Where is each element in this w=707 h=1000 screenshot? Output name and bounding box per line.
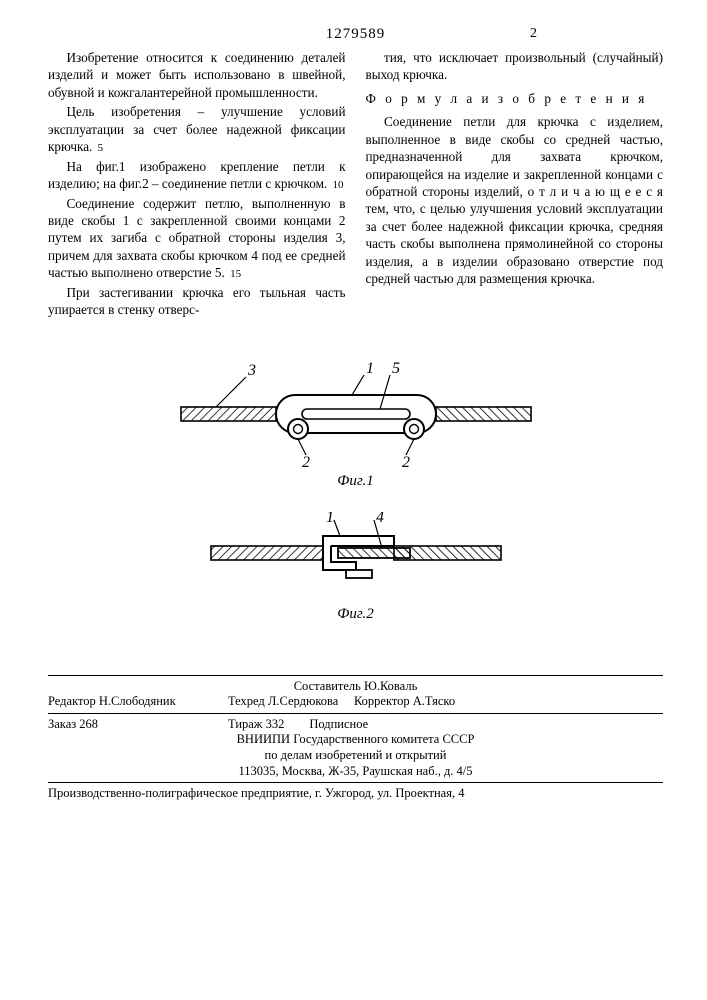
text-columns: Изобретение относится к соединению детал… [48, 49, 663, 321]
org-line-1: ВНИИПИ Государственного комитета СССР [48, 732, 663, 748]
order: Заказ 268 [48, 717, 228, 733]
figure-2: 1 4 [206, 512, 506, 602]
para-text: Соединение содержит петлю, выполненную в… [48, 196, 346, 281]
fig1-label-1: 1 [366, 360, 374, 377]
patent-number: 1279589 [48, 26, 663, 43]
margin-number: 5 [98, 142, 104, 154]
editor: Редактор Н.Слободяник [48, 694, 228, 710]
claim-text: Соединение петли для крючка с изделием, … [366, 113, 664, 287]
address: 113035, Москва, Ж-35, Раушская наб., д. … [48, 764, 663, 780]
para: Цель изобретения – улучшение условий экс… [48, 103, 346, 155]
divider [48, 713, 663, 714]
signed: Подписное [309, 717, 368, 731]
right-column: тия, что исключает произвольный (случайн… [366, 49, 664, 321]
para: Изобретение относится к соединению детал… [48, 49, 346, 101]
para: На фиг.1 изображено крепление петли к из… [48, 158, 346, 193]
figures-block: 3 1 5 2 2 Фиг.1 1 4 Фиг.2 [48, 359, 663, 623]
fig1-label-5: 5 [392, 360, 400, 377]
left-column: Изобретение относится к соединению детал… [48, 49, 346, 321]
fig1-caption: Фиг.1 [48, 473, 663, 490]
page-marker: 2 [530, 26, 537, 42]
divider [48, 675, 663, 676]
para: тия, что исключает произвольный (случайн… [366, 49, 664, 84]
figure-1: 3 1 5 2 2 [176, 359, 536, 469]
compiler-line: Составитель Ю.Коваль [48, 679, 663, 695]
fig2-caption: Фиг.2 [48, 606, 663, 623]
margin-number: 10 [333, 179, 344, 191]
fig1-label-3: 3 [247, 362, 256, 379]
tirage: Тираж 332 [228, 717, 284, 731]
margin-number: 15 [230, 268, 241, 280]
fig1-label-2a: 2 [302, 454, 310, 469]
footer: Составитель Ю.Коваль Редактор Н.Слободян… [48, 675, 663, 802]
tech: Техред Л.Сердюкова [228, 694, 338, 708]
para: При застегивании крючка его тыльная част… [48, 284, 346, 319]
para: Соединение содержит петлю, выполненную в… [48, 195, 346, 282]
org-line-2: по делам изобретений и открытий [48, 748, 663, 764]
para-text: Цель изобретения – улучшение условий экс… [48, 104, 346, 154]
corrector: Корректор А.Тяско [354, 694, 455, 708]
fig2-label-1: 1 [326, 512, 334, 526]
divider [48, 782, 663, 783]
fig2-label-4: 4 [376, 512, 384, 526]
fig1-label-2b: 2 [402, 454, 410, 469]
para-text: На фиг.1 изображено крепление петли к из… [48, 159, 346, 191]
claim-title: Ф о р м у л а и з о б р е т е н и я [366, 90, 664, 107]
printer-line: Производственно-полиграфическое предприя… [48, 786, 663, 802]
